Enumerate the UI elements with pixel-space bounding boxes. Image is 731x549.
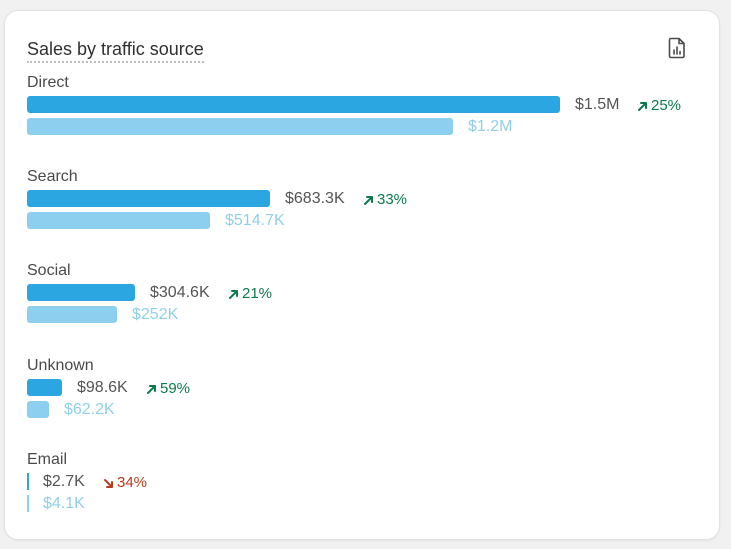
current-period-bar[interactable]	[27, 473, 29, 490]
change-percent: 59%	[160, 380, 191, 397]
previous-value: $62.2K	[64, 401, 115, 418]
traffic-source-unknown[interactable]: Unknown $98.6K $62.2K 59%	[27, 357, 707, 437]
sales-by-traffic-source-card: Sales by traffic source Direct $1.5M $1.2M…	[4, 10, 720, 540]
arrow-up-right-icon	[363, 195, 374, 206]
previous-value: $252K	[132, 306, 179, 323]
change-indicator: 21%	[228, 285, 272, 303]
previous-period-bar[interactable]	[27, 306, 117, 323]
current-value: $1.5M	[575, 96, 620, 113]
traffic-source-direct[interactable]: Direct $1.5M $1.2M 25%	[27, 74, 707, 154]
current-period-bar[interactable]	[27, 190, 270, 207]
previous-value: $1.2M	[468, 118, 513, 135]
previous-period-bar[interactable]	[27, 495, 29, 512]
source-label: Unknown	[27, 357, 94, 374]
arrow-down-right-icon	[103, 478, 114, 489]
previous-period-bar[interactable]	[27, 118, 453, 135]
current-value: $683.3K	[285, 190, 345, 207]
traffic-source-social[interactable]: Social $304.6K $252K 21%	[27, 262, 707, 342]
traffic-source-email[interactable]: Email $2.7K $4.1K 34%	[27, 451, 707, 531]
previous-period-bar[interactable]	[27, 401, 49, 418]
source-label: Direct	[27, 74, 69, 91]
change-percent: 33%	[377, 191, 408, 208]
current-value: $98.6K	[77, 379, 128, 396]
arrow-up-right-icon	[228, 289, 239, 300]
change-percent: 34%	[117, 474, 148, 491]
card-title[interactable]: Sales by traffic source	[27, 39, 204, 63]
report-button[interactable]	[665, 37, 689, 64]
current-value: $304.6K	[150, 284, 210, 301]
current-period-bar[interactable]	[27, 284, 135, 301]
current-period-bar[interactable]	[27, 96, 560, 113]
change-percent: 21%	[242, 285, 273, 302]
change-indicator: 34%	[103, 474, 147, 492]
change-indicator: 59%	[146, 380, 190, 398]
report-icon	[667, 37, 687, 64]
previous-value: $4.1K	[43, 495, 85, 512]
previous-period-bar[interactable]	[27, 212, 210, 229]
arrow-up-right-icon	[146, 384, 157, 395]
source-label: Email	[27, 451, 68, 468]
source-label: Search	[27, 168, 78, 185]
change-percent: 25%	[651, 97, 682, 114]
change-indicator: 33%	[363, 191, 407, 209]
change-indicator: 25%	[637, 97, 681, 115]
traffic-source-search[interactable]: Search $683.3K $514.7K 33%	[27, 168, 707, 248]
previous-value: $514.7K	[225, 212, 285, 229]
source-label: Social	[27, 262, 71, 279]
current-period-bar[interactable]	[27, 379, 62, 396]
arrow-up-right-icon	[637, 101, 648, 112]
current-value: $2.7K	[43, 473, 85, 490]
